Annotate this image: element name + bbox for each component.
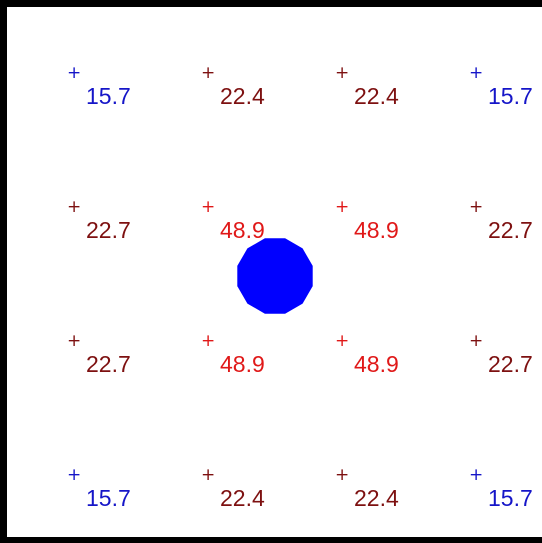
plus-marker-icon: + [67, 63, 82, 83]
plus-marker-icon: + [469, 197, 484, 217]
cell-value: 48.9 [354, 351, 399, 377]
plus-marker-icon: + [201, 197, 216, 217]
plus-marker-icon: + [335, 331, 350, 351]
cell-value: 22.4 [354, 485, 399, 511]
plus-marker-icon: + [201, 331, 216, 351]
plus-marker-icon: + [201, 465, 216, 485]
cell-value: 22.4 [354, 83, 399, 109]
plus-marker-icon: + [469, 63, 484, 83]
plus-marker-icon: + [335, 465, 350, 485]
cell-value: 48.9 [220, 217, 265, 243]
cell-value: 22.4 [220, 83, 265, 109]
cell-value: 15.7 [488, 485, 533, 511]
cell-value: 15.7 [488, 83, 533, 109]
plus-marker-icon: + [67, 197, 82, 217]
plus-marker-icon: + [67, 331, 82, 351]
cell-value: 22.7 [86, 351, 131, 377]
frame-border-top [0, 0, 542, 7]
plus-marker-icon: + [67, 465, 82, 485]
plus-marker-icon: + [335, 63, 350, 83]
plus-marker-icon: + [335, 197, 350, 217]
frame-border-left [0, 0, 7, 543]
source-marker-shape [237, 238, 313, 314]
cell-value: 15.7 [86, 83, 131, 109]
plus-marker-icon: + [469, 331, 484, 351]
plus-marker-icon: + [201, 63, 216, 83]
cell-value: 48.9 [354, 217, 399, 243]
cell-value: 22.7 [488, 217, 533, 243]
cell-value: 22.4 [220, 485, 265, 511]
frame-border-bottom [0, 537, 542, 543]
cell-value: 15.7 [86, 485, 131, 511]
plus-marker-icon: + [469, 465, 484, 485]
cell-value: 22.7 [86, 217, 131, 243]
cell-value: 22.7 [488, 351, 533, 377]
cell-value: 48.9 [220, 351, 265, 377]
